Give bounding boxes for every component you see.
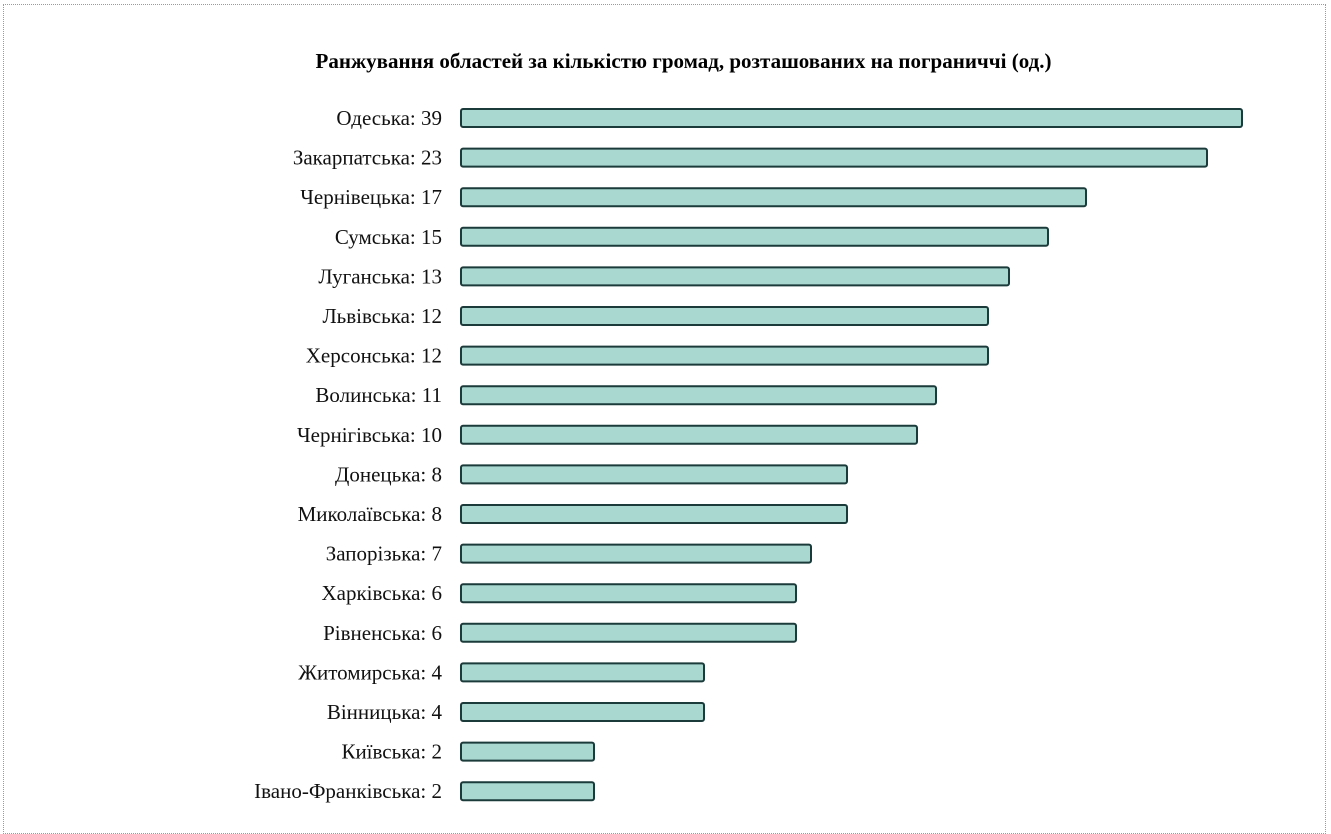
category-label-11: Миколаївська: 8 [298, 502, 442, 526]
bar-14 [460, 622, 797, 643]
bars-group [460, 108, 1243, 802]
category-label-18: Івано-Франківська: 2 [254, 779, 442, 803]
category-label-12: Запорізька: 7 [326, 542, 442, 566]
bar-12 [460, 543, 812, 564]
category-label-8: Волинська: 11 [315, 383, 442, 407]
category-label-4: Сумська: 15 [335, 225, 442, 249]
category-label-7: Херсонська: 12 [306, 344, 442, 368]
category-label-2: Закарпатська: 23 [293, 146, 442, 170]
category-label-1: Одеська: 39 [336, 106, 442, 130]
category-label-13: Харківська: 6 [321, 581, 442, 605]
bar-5 [460, 266, 1010, 287]
bar-10 [460, 464, 848, 485]
bar-15 [460, 662, 705, 683]
bar-8 [460, 385, 937, 406]
category-label-6: Львівська: 12 [322, 304, 442, 328]
category-label-9: Чернігівська: 10 [297, 423, 442, 447]
bar-1 [460, 108, 1243, 128]
category-label-15: Житомирська: 4 [298, 660, 442, 684]
category-labels-group: Одеська: 39 Закарпатська: 23 Чернівецька: … [254, 106, 442, 803]
category-label-10: Донецька: 8 [335, 462, 442, 486]
bar-9 [460, 424, 918, 445]
bar-2 [460, 147, 1208, 168]
bar-4 [460, 226, 1049, 247]
chart-title: Ранжування областей за кількістю громад,… [315, 49, 1052, 73]
category-label-3: Чернівецька: 17 [300, 185, 442, 209]
category-label-14: Рівненська: 6 [323, 621, 442, 645]
bar-13 [460, 583, 797, 604]
bar-3 [460, 187, 1087, 208]
bar-6 [460, 306, 989, 326]
bar-18 [460, 781, 595, 802]
category-label-5: Луганська: 13 [318, 264, 442, 288]
category-label-17: Київська: 2 [341, 740, 442, 764]
category-label-16: Вінницька: 4 [327, 700, 443, 724]
bar-17 [460, 741, 595, 762]
bar-7 [460, 345, 989, 366]
bar-16 [460, 702, 705, 722]
bar-11 [460, 504, 848, 524]
